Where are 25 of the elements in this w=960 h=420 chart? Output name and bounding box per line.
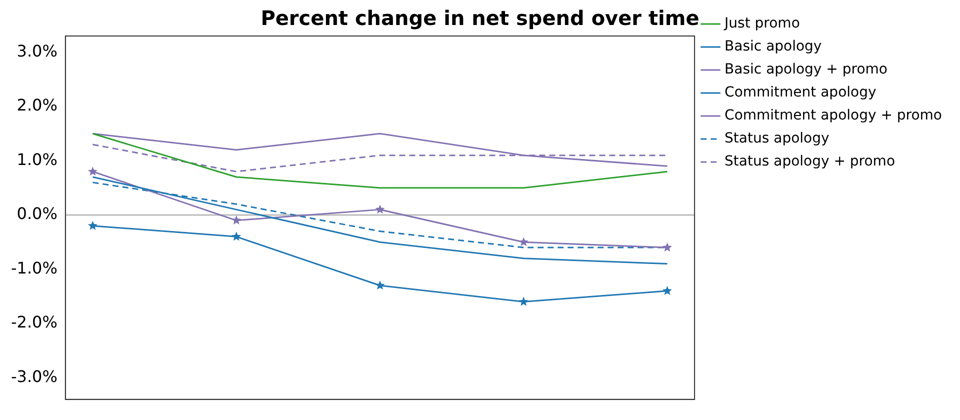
legend-label: Just promo [724,16,800,32]
y-tick-label: 0.0% [16,204,58,224]
point [88,220,98,230]
point [232,215,242,224]
y-tick-label: -2.0% [11,312,58,332]
legend-label: Basic apology [724,38,822,55]
chart-title: Percent change in net spend over time [260,6,700,30]
point [518,296,528,306]
point [518,237,528,246]
point [375,280,385,290]
point [375,204,385,214]
y-tick-label: -3.0% [11,366,58,386]
y-tick-label: -1.0% [11,258,58,278]
point [662,286,672,295]
legend-label: Status apology [724,130,830,147]
y-tick-label: 2.0% [16,96,58,115]
legend-label: Commitment apology [724,84,876,101]
legend-label: Status apology + promo [724,154,896,170]
point [232,232,242,241]
point [88,166,98,176]
y-tick-label: 3.0% [16,41,58,60]
y-tick-label: 1.0% [16,150,58,169]
legend-label: Basic apology + promo [724,62,888,78]
point [662,242,672,252]
legend-label: Commitment apology + promo [724,108,942,124]
